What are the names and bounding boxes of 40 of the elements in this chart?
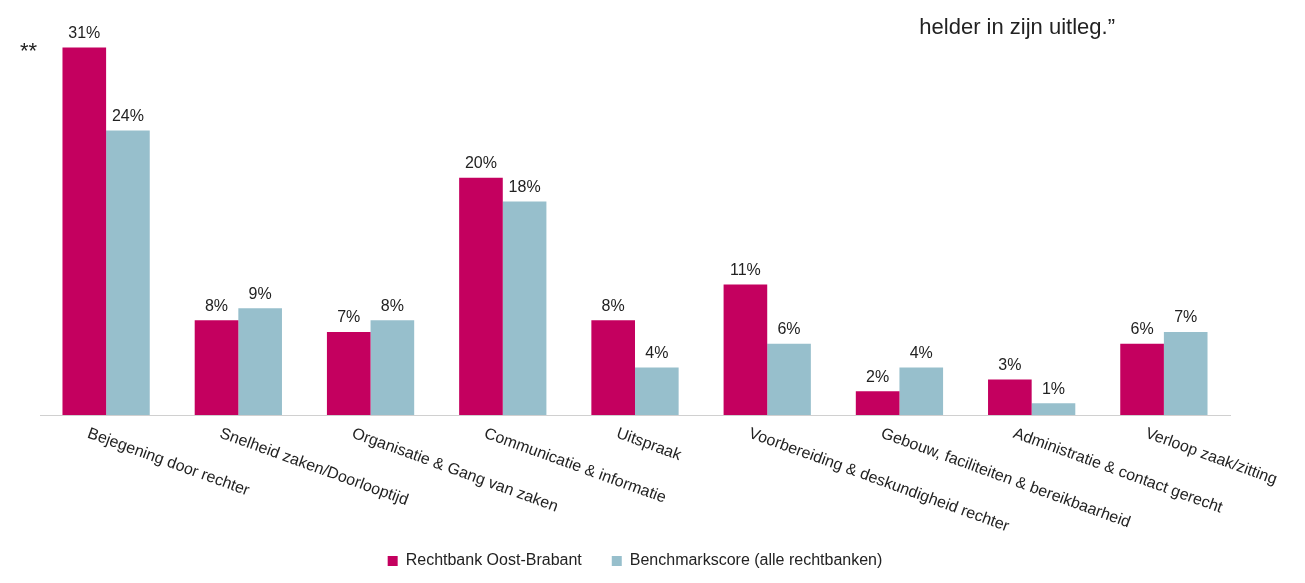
bar bbox=[988, 379, 1032, 415]
bar bbox=[1120, 343, 1164, 415]
bar bbox=[855, 391, 900, 415]
data-label: 1% bbox=[1041, 379, 1066, 397]
data-label: 20% bbox=[464, 154, 497, 172]
text: ** bbox=[20, 38, 38, 64]
bar bbox=[502, 201, 547, 415]
bar bbox=[767, 343, 811, 415]
legend-label: Rechtbank Oost-Brabant bbox=[405, 551, 583, 569]
legend-label: Benchmarkscore (alle rechtbanken) bbox=[629, 551, 883, 569]
data-label: 8% bbox=[204, 296, 229, 314]
data-label: 9% bbox=[248, 284, 272, 302]
bar bbox=[370, 320, 415, 415]
bar bbox=[106, 130, 150, 415]
data-label: 4% bbox=[645, 343, 669, 361]
bar bbox=[1031, 403, 1076, 415]
data-label: 24% bbox=[111, 106, 144, 124]
data-label: 18% bbox=[508, 177, 541, 195]
data-label: 11% bbox=[729, 260, 761, 278]
bar bbox=[1163, 332, 1208, 415]
bar bbox=[591, 320, 635, 415]
data-label: 8% bbox=[380, 296, 404, 314]
bar bbox=[459, 177, 503, 415]
data-label: 8% bbox=[601, 296, 625, 314]
data-label: 6% bbox=[777, 320, 801, 338]
bar bbox=[326, 332, 371, 415]
data-label: 3% bbox=[998, 355, 1022, 373]
data-label: 7% bbox=[1174, 308, 1198, 326]
data-label: 6% bbox=[1130, 320, 1154, 338]
bar bbox=[635, 367, 679, 415]
bar bbox=[899, 367, 944, 415]
data-label: 4% bbox=[909, 343, 933, 361]
data-label: 2% bbox=[866, 367, 890, 385]
data-label: 7% bbox=[337, 308, 361, 326]
bar bbox=[62, 47, 107, 415]
text: helder in zijn uitleg.” bbox=[919, 14, 1115, 40]
bar bbox=[194, 320, 239, 415]
bar bbox=[238, 308, 282, 415]
bar bbox=[723, 284, 768, 415]
data-label: 31% bbox=[68, 23, 101, 41]
